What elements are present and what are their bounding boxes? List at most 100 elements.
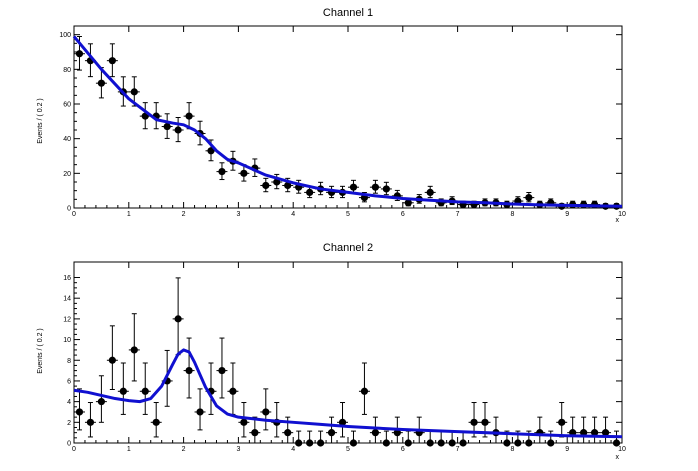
channel-2-point-marker — [601, 429, 610, 437]
channel-2-data-point — [380, 430, 392, 447]
channel-2-data-point — [589, 416, 601, 444]
channel-2-point-marker — [327, 429, 336, 437]
channel-1-point-marker — [525, 194, 533, 202]
channel-1-point-marker — [174, 126, 182, 134]
channel-1-point-marker — [218, 168, 226, 176]
channel-2-data-point — [534, 416, 546, 444]
channel-2-y-tick-label: 14 — [63, 296, 71, 303]
channel-2-point-marker — [481, 418, 489, 426]
channel-2-title: Channel 2 — [323, 242, 373, 254]
channel-2-y-tick-label: 8 — [67, 358, 71, 365]
channel-2-x-tick-label: 6 — [401, 446, 405, 453]
channel-2-data-point — [545, 430, 557, 447]
channel-2-point-marker — [306, 439, 314, 447]
channel-2-data-point — [446, 430, 458, 447]
channel-2-point-marker — [503, 439, 511, 447]
channel-1-y-tick-label: 0 — [67, 206, 71, 213]
channel-1-data-point — [380, 181, 392, 196]
channel-2-y-tick-label: 4 — [67, 399, 71, 406]
channel-2-point-marker — [284, 429, 292, 437]
channel-2-point-marker — [108, 356, 116, 364]
channel-2-x-tick-label: 10 — [618, 446, 626, 453]
channel-1-x-tick-label: 7 — [456, 211, 460, 218]
channel-2-point-marker — [393, 429, 401, 437]
channel-1-data-point — [172, 117, 184, 143]
channel-1-point-marker — [382, 185, 390, 193]
channel-2-point-marker — [437, 439, 445, 447]
channel-2-data-point — [424, 430, 436, 447]
channel-1-y-tick-label: 60 — [63, 102, 71, 109]
channel-1-point-marker — [306, 188, 314, 196]
channel-2-data-point — [95, 375, 107, 423]
channel-2-y-tick-label: 12 — [63, 316, 71, 323]
channel-1-y-tick-label: 100 — [59, 32, 71, 39]
channel-2-data-point — [106, 325, 118, 391]
channel-2-point-marker — [75, 408, 84, 416]
channel-2-point-marker — [459, 439, 467, 447]
channel-2-point-marker — [251, 429, 259, 437]
channel-2-data-point — [74, 388, 85, 431]
channel-2-data-point — [358, 362, 370, 415]
channel-2-data-point — [567, 416, 579, 444]
channel-1-data-point — [106, 43, 118, 78]
channel-1-point-marker — [108, 57, 116, 65]
channel-2-data-point — [337, 402, 348, 438]
channel-1-point-marker — [75, 50, 84, 58]
channel-1-data-point — [161, 113, 173, 139]
channel-2-point-marker — [97, 398, 105, 406]
channel-1-x-tick-label: 3 — [236, 211, 240, 218]
channel-1-point-marker — [240, 169, 248, 177]
channel-1-data-point — [424, 185, 436, 199]
channel-1-data-point — [304, 185, 316, 199]
channel-2-x-tick-label: 2 — [182, 446, 186, 453]
channel-2-point-marker — [130, 346, 138, 354]
channel-2-point-marker — [185, 367, 193, 375]
channel-1-x-tick-label: 10 — [618, 211, 626, 218]
channel-2-x-tick-label: 4 — [291, 446, 295, 453]
channel-2-x-tick-label: 1 — [127, 446, 131, 453]
channel-1-data-point — [260, 177, 272, 193]
channel-1-point-marker — [404, 199, 412, 207]
channel-2-point-marker — [317, 439, 325, 447]
channel-2-data-point — [326, 416, 338, 444]
channel-1-x-tick-label: 8 — [510, 211, 514, 218]
channel-1-x-tick-label: 9 — [565, 211, 569, 218]
channel-1-x-tick-label: 4 — [291, 211, 295, 218]
channel-2-data-point — [216, 337, 228, 399]
channel-2-point-marker — [382, 439, 390, 447]
channel-2-point-marker — [404, 439, 412, 447]
channel-1-data-point — [369, 179, 381, 194]
channel-1-xlabel: x — [616, 217, 620, 224]
channel-2-x-tick-label: 5 — [346, 446, 350, 453]
channel-1-point-marker — [207, 147, 215, 155]
channel-1-title: Channel 1 — [323, 7, 373, 19]
channel-2-data-point — [84, 402, 96, 438]
channel-2-data-point — [172, 277, 184, 356]
channel-2-data-point — [490, 416, 502, 444]
channel-1-point-marker — [284, 181, 292, 190]
channel-2-data-point — [238, 402, 250, 438]
channel-2-point-marker — [360, 387, 369, 395]
channel-2-point-marker — [174, 315, 182, 323]
channel-1-ylabel: Events / ( 0.2 ) — [37, 98, 44, 144]
channel-1-y-tick-label: 20 — [63, 171, 71, 178]
channel-1-x-tick-label: 5 — [346, 211, 350, 218]
channel-2-ylabel: Events / ( 0.2 ) — [37, 328, 44, 374]
channel-2-data-point — [128, 313, 140, 382]
channel-1-point-marker — [130, 88, 138, 96]
channel-1-data-point — [293, 179, 305, 194]
channel-2-x-tick-label: 3 — [236, 446, 240, 453]
channel-2-point-marker — [141, 387, 149, 395]
channel-1-point-marker — [163, 122, 171, 131]
channel-1-x-tick-label: 1 — [127, 211, 131, 218]
channel-2-point-marker — [525, 439, 533, 447]
channel-2-x-tick-label: 9 — [565, 446, 569, 453]
channel-2-data-point — [556, 402, 568, 438]
channel-2-point-marker — [152, 418, 160, 426]
channel-2-data-point — [315, 430, 327, 447]
channel-2-x-tick-label: 7 — [456, 446, 460, 453]
channel-1-data-point — [95, 67, 107, 99]
channel-1-data-point — [150, 102, 162, 130]
